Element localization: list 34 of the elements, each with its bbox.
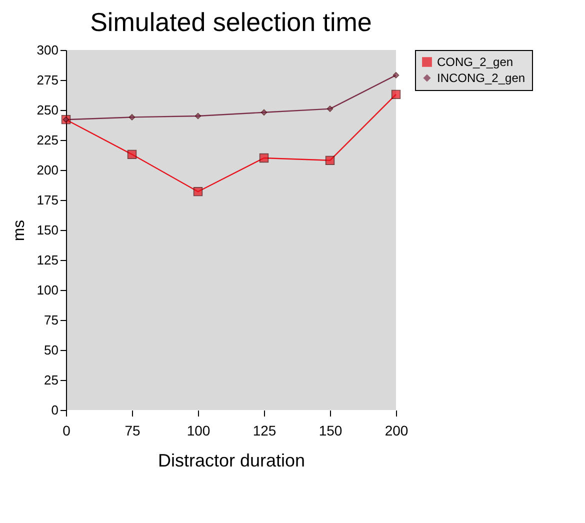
- x-axis-title: Distractor duration: [158, 450, 306, 470]
- y-tick-label: 275: [36, 72, 58, 88]
- point: [194, 112, 202, 120]
- point: [128, 114, 136, 120]
- y-tick-label: 200: [36, 162, 58, 178]
- x-tick-label: 125: [252, 422, 276, 438]
- x-tick-label: 0: [62, 422, 71, 438]
- x-tick-label: 200: [384, 422, 408, 438]
- point: [392, 72, 400, 78]
- legend-label: INCONG_2_gen: [437, 71, 526, 85]
- y-tick-label: 125: [36, 252, 58, 268]
- y-tick-label: 250: [36, 102, 58, 118]
- point: [391, 90, 401, 99]
- legend-label: CONG_2_gen: [437, 55, 514, 69]
- y-axis-title: ms: [10, 220, 28, 242]
- point: [127, 150, 137, 159]
- point: [260, 109, 268, 116]
- point: [193, 187, 203, 196]
- y-tick-label: 150: [36, 222, 58, 238]
- point: [325, 156, 335, 165]
- y-tick-label: 225: [36, 132, 58, 148]
- y-tick-label: 175: [36, 192, 58, 208]
- y-tick-label: 75: [44, 312, 58, 328]
- x-tick-label: 150: [318, 422, 342, 438]
- x-tick-label: 100: [186, 422, 210, 438]
- point: [259, 153, 269, 163]
- y-tick-label: 50: [44, 342, 58, 358]
- point: [326, 106, 334, 112]
- y-tick-label: 25: [44, 372, 58, 388]
- y-tick-label: 300: [36, 42, 58, 58]
- x-tick-label: 75: [124, 422, 140, 438]
- y-tick-label: 100: [36, 282, 58, 298]
- y-tick-label: 0: [51, 402, 58, 418]
- chart-title: Simulated selection time: [90, 7, 372, 37]
